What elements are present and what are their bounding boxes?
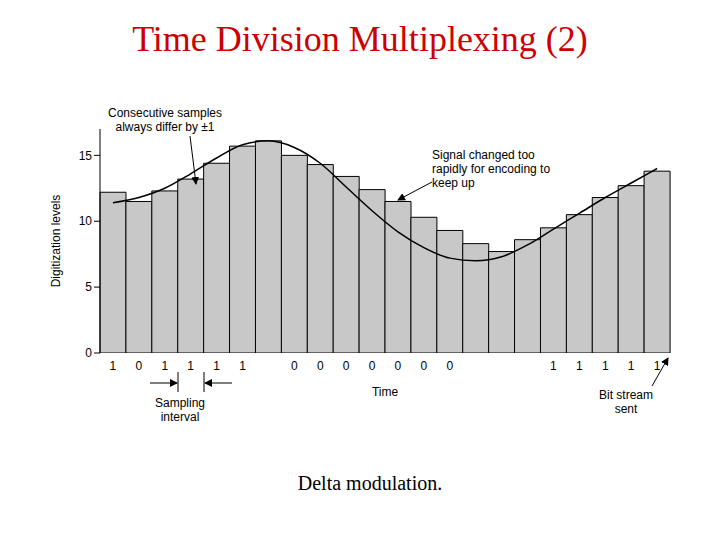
svg-text:1: 1 xyxy=(110,359,117,373)
html-text:Sampling interval: Sampling interval xyxy=(155,396,205,424)
svg-text:Digitization levels: Digitization levels xyxy=(49,195,63,288)
svg-text:0: 0 xyxy=(85,346,92,360)
svg-text:5: 5 xyxy=(85,280,92,294)
svg-text:1: 1 xyxy=(602,359,609,373)
svg-text:1: 1 xyxy=(213,359,220,373)
html-text:Consecutive samples always dif: Consecutive samples always differ by ±1 xyxy=(108,106,222,134)
svg-text:0: 0 xyxy=(369,359,376,373)
html-text:Delta modulation.: Delta modulation. xyxy=(297,472,443,494)
svg-text:1: 1 xyxy=(550,359,557,373)
svg-text:1: 1 xyxy=(576,359,583,373)
html-text:Time Division Multiplexing (2): Time Division Multiplexing (2) xyxy=(132,19,588,59)
svg-text:0: 0 xyxy=(317,359,324,373)
html-text:Signal changed too rapidly for: Signal changed too rapidly for encoding … xyxy=(432,148,551,190)
svg-text:1: 1 xyxy=(187,359,194,373)
html-text:Bit stream sent: Bit stream sent xyxy=(599,388,653,416)
svg-text:0: 0 xyxy=(446,359,453,373)
svg-text:0: 0 xyxy=(343,359,350,373)
svg-text:0: 0 xyxy=(421,359,428,373)
svg-text:10: 10 xyxy=(79,214,93,228)
svg-text:1: 1 xyxy=(239,359,246,373)
svg-text:Time: Time xyxy=(372,385,399,399)
svg-text:1: 1 xyxy=(654,359,661,373)
svg-text:0: 0 xyxy=(395,359,402,373)
svg-text:0: 0 xyxy=(291,359,298,373)
svg-text:1: 1 xyxy=(161,359,168,373)
svg-text:0: 0 xyxy=(136,359,143,373)
svg-text:15: 15 xyxy=(79,149,93,163)
svg-text:1: 1 xyxy=(628,359,635,373)
